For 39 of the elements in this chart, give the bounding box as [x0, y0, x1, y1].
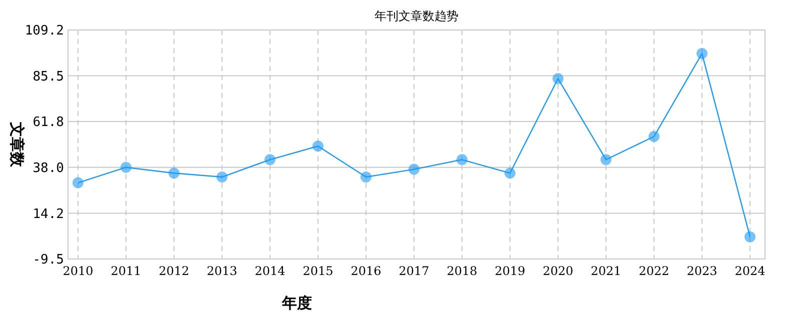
x-tick-label: 2011: [110, 264, 142, 278]
y-tick-label: 14.2: [32, 206, 64, 222]
x-tick-label: 2021: [590, 264, 622, 278]
point: [552, 73, 564, 84]
point: [504, 168, 516, 179]
x-axis-title: 年度: [281, 294, 312, 312]
x-tick-label: 2014: [254, 264, 286, 278]
chart-title: 年刊文章数趋势: [374, 9, 458, 23]
point: [360, 172, 372, 183]
x-tick-label: 2023: [686, 264, 718, 278]
y-tick-label: 85.5: [32, 69, 64, 84]
point: [408, 164, 420, 175]
x-tick-label: 2020: [542, 264, 574, 278]
point: [216, 172, 228, 183]
x-tick-label: 2022: [638, 264, 670, 278]
y-tick-label: -9.5: [32, 252, 64, 268]
x-tick-label: 2018: [446, 264, 478, 278]
point: [744, 231, 756, 242]
x-tick-label: 2015: [302, 264, 334, 278]
y-tick-label: 38.0: [32, 160, 64, 176]
point: [600, 154, 612, 166]
point: [264, 154, 276, 166]
x-tick-label: 2012: [158, 264, 190, 278]
x-tick-label: 2024: [734, 264, 766, 278]
y-tick-label: 109.2: [24, 24, 64, 39]
point: [456, 154, 468, 166]
x-tick-label: 2016: [350, 264, 382, 278]
x-tick-label: 2010: [62, 264, 94, 278]
point: [696, 48, 708, 60]
x-tick-label: 2019: [494, 264, 526, 278]
point: [72, 177, 84, 188]
point: [168, 168, 180, 179]
point: [648, 130, 660, 142]
point: [312, 140, 324, 152]
x-tick-label: 2017: [398, 264, 430, 278]
y-axis-title: 文章数: [8, 121, 26, 168]
y-tick-label: 61.8: [32, 114, 64, 130]
point: [120, 162, 132, 173]
x-tick-label: 2013: [206, 264, 238, 278]
